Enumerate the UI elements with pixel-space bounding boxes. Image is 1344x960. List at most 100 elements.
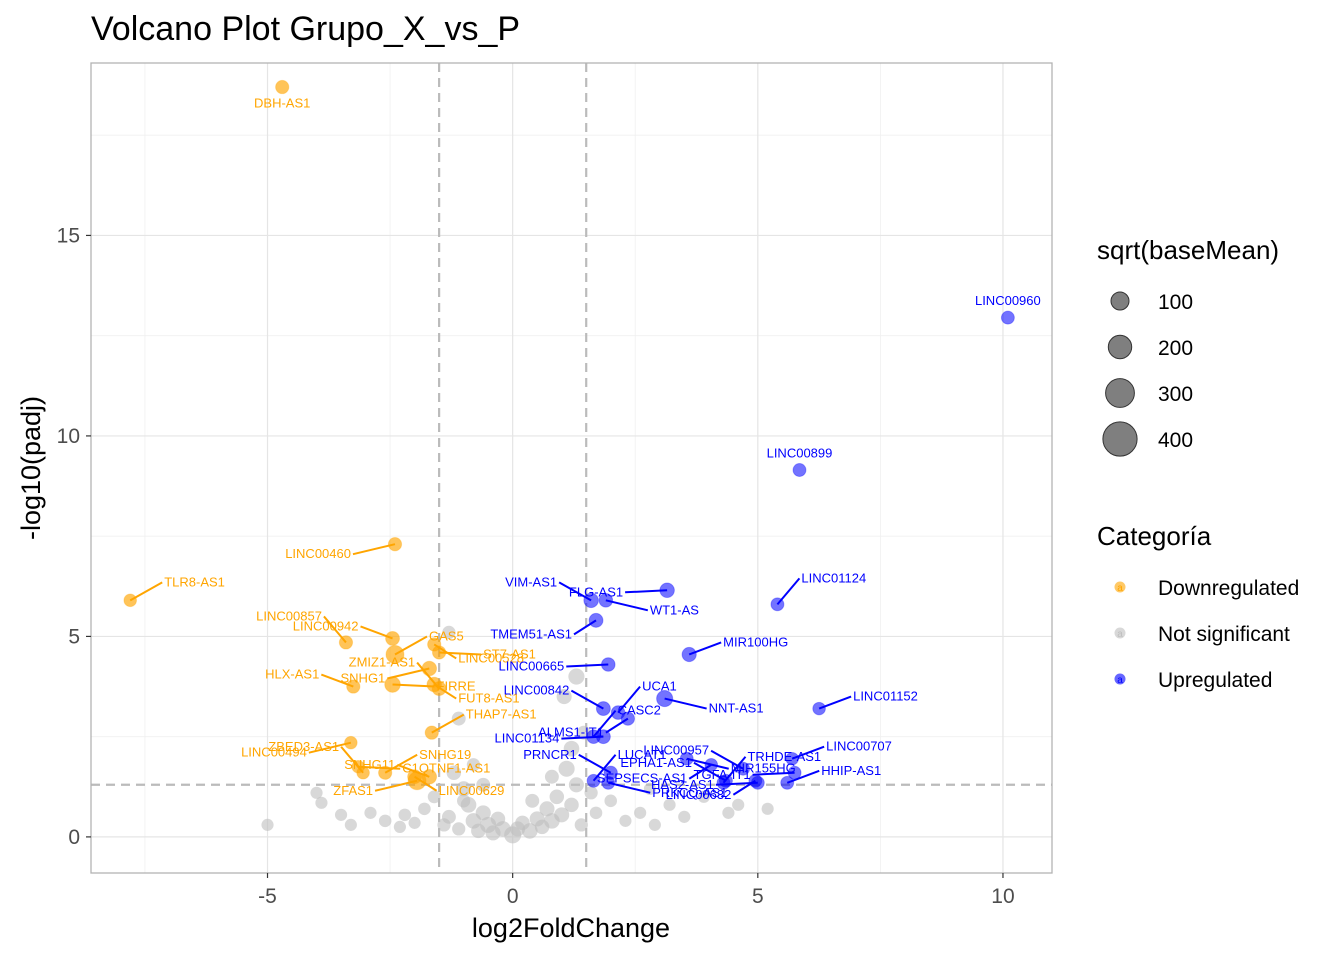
gene-label: FUT8-AS1 — [458, 691, 519, 706]
x-axis-title: log2FoldChange — [472, 913, 670, 943]
downregulated-point — [407, 771, 427, 791]
not-significant-point — [427, 790, 441, 804]
y-tick-label: 15 — [57, 224, 80, 247]
not-significant-point — [378, 814, 392, 828]
gene-label: LINC00842 — [504, 683, 570, 698]
upregulated-point — [736, 761, 751, 776]
gene-label: ZBED3-AS1 — [268, 739, 339, 754]
not-significant-point — [456, 781, 472, 797]
gene-label: WT1-AS — [650, 602, 699, 617]
not-significant-point — [554, 807, 570, 823]
gene-label: LINC00707 — [826, 739, 892, 754]
panel-border — [90, 62, 1053, 874]
not-significant-point — [634, 806, 647, 819]
gene-label: NNT-AS1 — [709, 701, 764, 716]
downregulated-point — [338, 635, 354, 650]
not-significant-point — [732, 798, 745, 811]
gene-label: LINC00632 — [666, 787, 732, 802]
y-tick-label: 0 — [68, 826, 80, 849]
label-leader-line — [352, 543, 396, 556]
not-significant-point — [344, 818, 357, 831]
gene-label: GAS5 — [429, 628, 464, 643]
x-tick-label: -5 — [258, 885, 277, 908]
gene-label: MIR100HG — [723, 634, 788, 649]
not-significant-point — [722, 806, 735, 819]
not-significant-point — [315, 796, 328, 809]
gene-label: HAS2-AS1 — [651, 777, 714, 792]
upregulated-point — [600, 657, 616, 672]
not-significant-point — [564, 797, 579, 813]
y-axis-ticks: 0 5 10 15 — [57, 224, 91, 849]
gene-label: LINC01134 — [495, 731, 560, 746]
downregulated-point — [431, 645, 447, 660]
not-significant-point — [408, 816, 421, 829]
downregulated-point — [385, 630, 400, 646]
gene-label: FLG-AS1 — [569, 584, 623, 599]
legend-category-keys: a Downregulated a Not significant a Upregulat… — [1114, 577, 1299, 692]
x-axis-ticks: -5 0 5 10 — [258, 873, 1015, 908]
legend-size: sqrt(baseMean) 100 200 300 400 — [1097, 235, 1279, 457]
gene-label: LINC00494 — [241, 745, 307, 760]
label-leader-line — [605, 599, 649, 612]
not-significant-point — [261, 818, 274, 831]
not-significant-point — [549, 789, 565, 805]
gene-label: LINC00665 — [498, 658, 564, 673]
upregulated-point — [770, 597, 785, 612]
legend-size-key — [1107, 334, 1133, 360]
label-leader-line — [439, 651, 482, 656]
not-significant-point — [568, 668, 585, 685]
legend-size-key — [1105, 378, 1135, 408]
gene-label: THAP7-AS1 — [466, 707, 537, 722]
upregulated-point — [656, 690, 674, 708]
not-significant-point — [574, 818, 588, 832]
label-leader-line — [566, 663, 609, 668]
not-significant-point — [539, 801, 555, 817]
legend-color-glyph: a — [1117, 629, 1123, 640]
gene-label: MIR155HG — [731, 761, 796, 776]
not-significant-point — [558, 760, 575, 777]
not-significant-point — [475, 805, 491, 821]
gene-label: UCA1 — [642, 679, 677, 694]
not-significant-point — [678, 810, 691, 823]
upregulated-point — [780, 775, 795, 790]
upregulated-point — [792, 463, 807, 477]
not-significant-point — [398, 808, 412, 822]
legend-size-label: 300 — [1158, 383, 1193, 406]
upregulated-point — [598, 593, 614, 608]
not-significant-point — [761, 802, 774, 815]
not-significant-point — [525, 793, 540, 808]
legend-category: Categoría a Downregulated a Not significant… — [1097, 521, 1299, 692]
gene-label: VIM-AS1 — [505, 574, 557, 589]
not-significant-point — [446, 765, 462, 781]
gene-label: ZFAS1 — [333, 783, 373, 798]
x-tick-label: 5 — [752, 885, 764, 908]
upregulated-point — [595, 701, 611, 717]
gene-label: LINC01152 — [853, 689, 918, 704]
not-significant-point — [619, 814, 632, 827]
downregulated-point — [344, 735, 358, 750]
legend-color-glyph: a — [1117, 583, 1123, 594]
legend-size-label: 200 — [1158, 337, 1193, 360]
legend-color-label: Not significant — [1158, 623, 1290, 646]
not-significant-point — [476, 777, 491, 792]
legend-size-key — [1110, 291, 1130, 311]
gene-label: CASC2 — [618, 703, 661, 718]
gene-label: LINC00460 — [285, 546, 351, 561]
legend-color-key — [1114, 581, 1126, 593]
label-leader-line — [752, 771, 795, 776]
gene-label: TRHDE-AS1 — [747, 749, 821, 764]
legend-color-label: Upregulated — [1158, 669, 1272, 692]
gene-label: ZMIZ1-AS1 — [349, 655, 415, 670]
gene-label: LINC01124 — [801, 570, 866, 585]
legend-category-title: Categoría — [1097, 521, 1212, 551]
not-significant-point — [364, 806, 377, 819]
y-tick-label: 5 — [68, 625, 80, 648]
x-tick-label: 0 — [507, 885, 519, 908]
gene-label: ALMS1-IT1 — [538, 725, 604, 740]
gene-label: LINC00528 — [458, 650, 524, 665]
downregulated-point — [421, 660, 438, 677]
upregulated-point — [704, 757, 719, 772]
upregulated-point — [1000, 310, 1015, 325]
upregulated-point — [603, 765, 618, 780]
